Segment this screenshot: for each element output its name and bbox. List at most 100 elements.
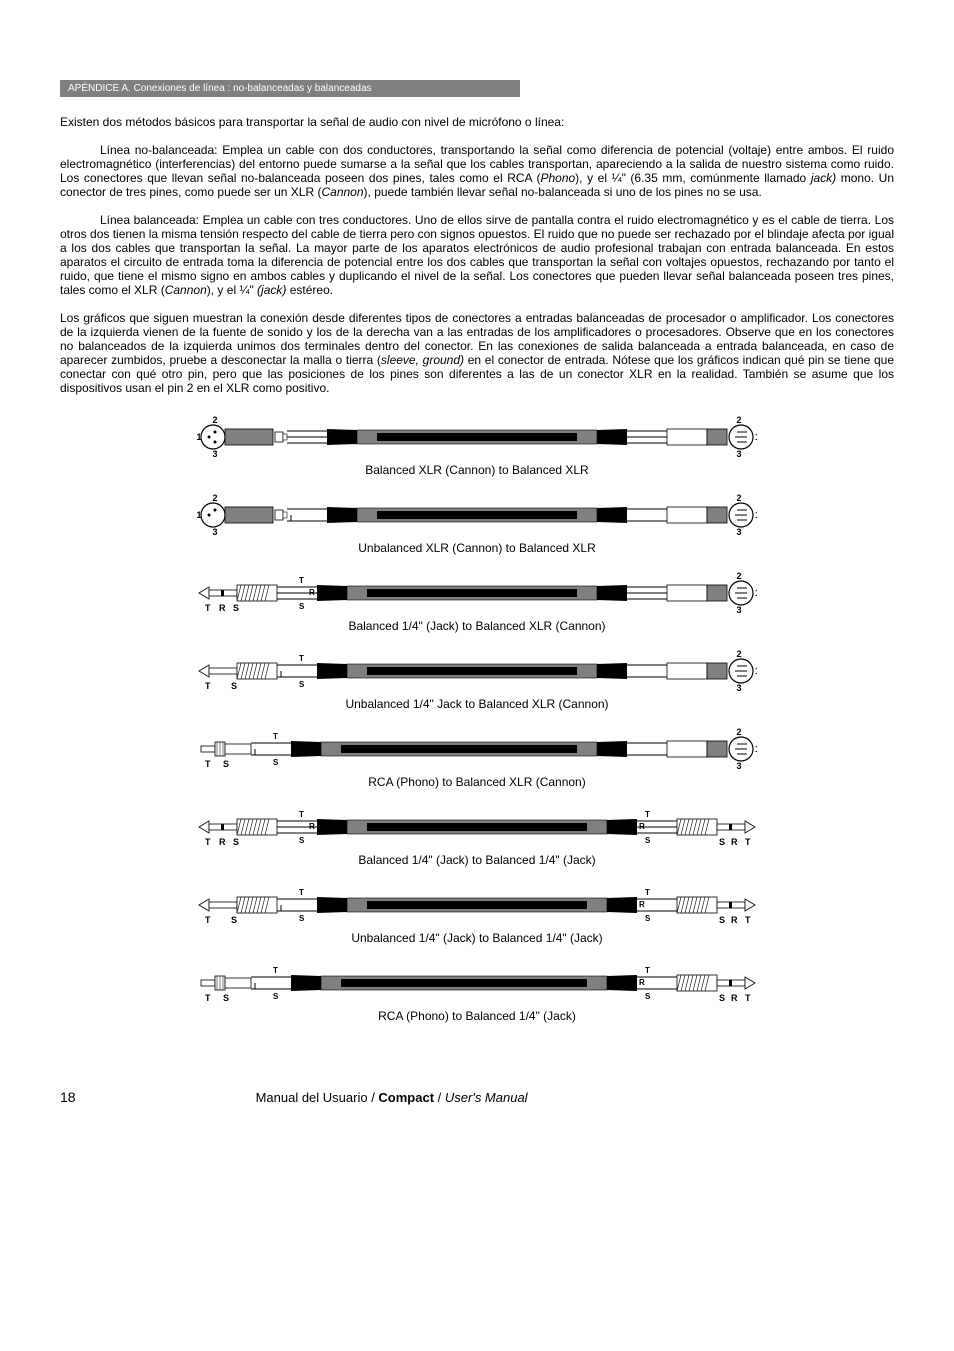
footer-bold: Compact (378, 1090, 434, 1105)
cable-diagram: TRSTRSTRSSRTBalanced 1/4" (Jack) to Bala… (197, 799, 757, 867)
svg-text:S: S (223, 993, 229, 1003)
svg-text:R: R (731, 915, 738, 925)
svg-text:2: 2 (212, 415, 217, 425)
svg-text:T: T (205, 837, 211, 847)
svg-text:T: T (645, 966, 650, 975)
svg-text:S: S (233, 603, 239, 613)
svg-text:T: T (205, 915, 211, 925)
svg-text:2: 2 (212, 493, 217, 503)
svg-text:S: S (719, 915, 725, 925)
p3-sleeve: sleeve, ground) (381, 353, 464, 367)
svg-text:2: 2 (736, 571, 741, 581)
svg-text:1: 1 (755, 744, 757, 754)
svg-text:3: 3 (736, 449, 741, 459)
svg-text:T: T (745, 915, 751, 925)
cable-diagram: 213213Unbalanced XLR (Cannon) to Balance… (197, 487, 757, 555)
svg-text:T: T (299, 576, 304, 585)
cable-diagram: T S T S 2 1 3 RCA (Phono) to Balanced XLR (Cann… (197, 721, 757, 789)
p1-jack: jack) (811, 171, 836, 185)
svg-text:S: S (645, 836, 651, 845)
svg-text:S: S (299, 602, 305, 611)
svg-text:3: 3 (212, 527, 217, 537)
svg-text:R: R (731, 993, 738, 1003)
page-number: 18 (60, 1089, 76, 1105)
svg-text:1: 1 (755, 432, 757, 442)
page-footer: 18 Manual del Usuario / Compact / User's… (60, 1089, 894, 1105)
svg-text:3: 3 (736, 527, 741, 537)
footer-text: Manual del Usuario / Compact / User's Ma… (256, 1090, 528, 1105)
svg-text:R: R (309, 822, 315, 831)
intro-text: Existen dos métodos básicos para transpo… (60, 115, 894, 129)
svg-text:S: S (223, 759, 229, 769)
svg-text:T: T (205, 681, 211, 691)
svg-text:T: T (299, 810, 304, 819)
svg-text:3: 3 (736, 605, 741, 615)
svg-text:3: 3 (736, 761, 741, 771)
svg-text:R: R (639, 822, 645, 831)
footer-italic: User's Manual (445, 1090, 528, 1105)
svg-text:T: T (745, 837, 751, 847)
diagram-caption: Balanced 1/4" (Jack) to Balanced 1/4" (J… (358, 853, 595, 867)
svg-text:S: S (273, 758, 279, 767)
svg-text:3: 3 (212, 449, 217, 459)
p2-cannon: Cannon (165, 283, 207, 297)
cable-diagrams-container: 213213Balanced XLR (Cannon) to Balanced … (60, 409, 894, 1029)
diagram-caption: RCA (Phono) to Balanced 1/4" (Jack) (378, 1009, 576, 1023)
paragraph-balanced: Línea balanceada: Emplea un cable con tr… (60, 213, 894, 297)
svg-text:S: S (719, 993, 725, 1003)
svg-text:T: T (299, 888, 304, 897)
p1-d: ), puede también llevar señal no-balance… (364, 185, 762, 199)
svg-text:S: S (645, 992, 651, 1001)
diagram-caption: Balanced XLR (Cannon) to Balanced XLR (365, 463, 588, 477)
cable-diagram: TSTSTRSSRTRCA (Phono) to Balanced 1/4" (… (197, 955, 757, 1023)
p2-jack: (jack) (257, 283, 286, 297)
svg-text:R: R (219, 837, 226, 847)
p2-c: estéreo. (286, 283, 333, 297)
svg-text:T: T (205, 993, 211, 1003)
svg-text:R: R (639, 900, 645, 909)
svg-text:R: R (309, 588, 315, 597)
p2-b: ), y el ¼" (207, 283, 257, 297)
svg-text:2: 2 (736, 493, 741, 503)
svg-text:T: T (645, 810, 650, 819)
svg-text:T: T (645, 888, 650, 897)
footer-b: / (434, 1090, 445, 1105)
cable-diagram: 213213Balanced XLR (Cannon) to Balanced … (197, 409, 757, 477)
svg-text:2: 2 (736, 649, 741, 659)
svg-text:3: 3 (736, 683, 741, 693)
p1-cannon: Cannon (321, 185, 363, 199)
svg-text:T: T (745, 993, 751, 1003)
svg-text:R: R (731, 837, 738, 847)
svg-text:S: S (299, 836, 305, 845)
svg-text:R: R (639, 978, 645, 987)
svg-text:S: S (273, 992, 279, 1001)
paragraph-unbalanced: Línea no-balanceada: Emplea un cable con… (60, 143, 894, 199)
cable-diagram: TRSTRS213Balanced 1/4" (Jack) to Balance… (197, 565, 757, 633)
svg-text:T: T (273, 966, 278, 975)
svg-text:S: S (233, 837, 239, 847)
p1-phono: Phono (540, 171, 575, 185)
svg-text:T: T (205, 603, 211, 613)
appendix-header: APÉNDICE A. Conexiones de línea : no-bal… (60, 80, 520, 97)
svg-text:1: 1 (755, 588, 757, 598)
svg-text:2: 2 (736, 727, 741, 737)
diagram-caption: Balanced 1/4" (Jack) to Balanced XLR (Ca… (348, 619, 605, 633)
svg-text:S: S (645, 914, 651, 923)
svg-text:S: S (299, 680, 305, 689)
p1-b: ), y el ¼" (6.35 mm, comúnmente llamado (575, 171, 811, 185)
cable-diagram: T S T S 2 1 3 Unbalanced 1/4" Jack to Balanced … (197, 643, 757, 711)
svg-text:1: 1 (755, 510, 757, 520)
diagram-caption: RCA (Phono) to Balanced XLR (Cannon) (368, 775, 585, 789)
svg-text:1: 1 (755, 666, 757, 676)
svg-text:2: 2 (736, 415, 741, 425)
svg-text:R: R (219, 603, 226, 613)
svg-text:1: 1 (197, 432, 202, 442)
svg-text:S: S (231, 681, 237, 691)
svg-text:T: T (273, 732, 278, 741)
svg-text:S: S (231, 915, 237, 925)
paragraph-graphics: Los gráficos que siguen muestran la cone… (60, 311, 894, 395)
svg-text:S: S (719, 837, 725, 847)
diagram-caption: Unbalanced 1/4" Jack to Balanced XLR (Ca… (345, 697, 608, 711)
svg-text:T: T (299, 654, 304, 663)
svg-text:T: T (205, 759, 211, 769)
